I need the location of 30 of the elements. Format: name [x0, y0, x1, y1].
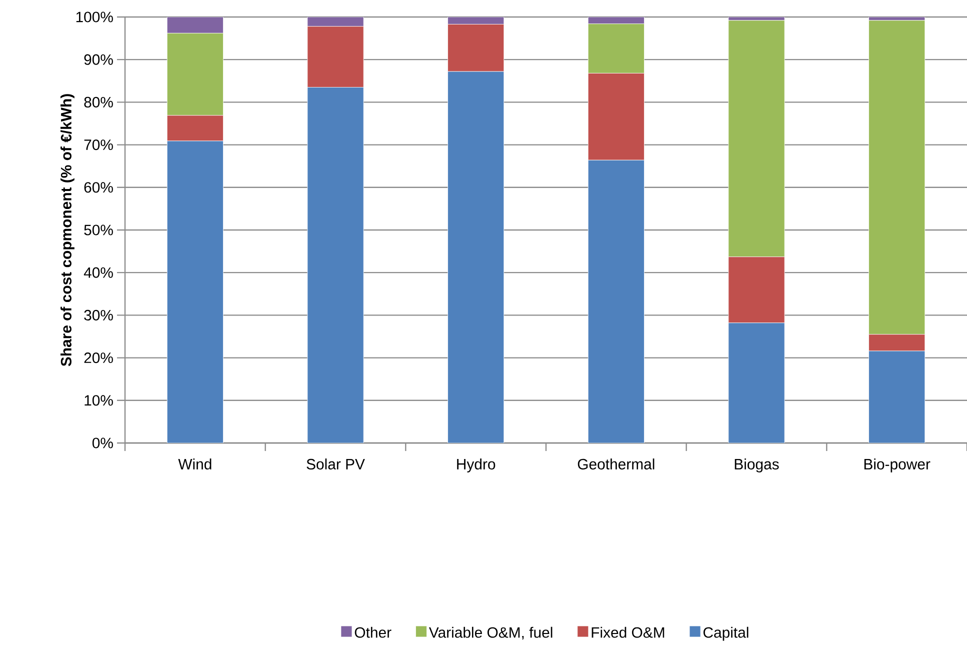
- y-tick-label: 80%: [84, 96, 113, 108]
- bar: [307, 87, 364, 443]
- x-tick-label: Bio-power: [864, 458, 930, 472]
- bar: [588, 160, 644, 443]
- y-tick-label: 0%: [92, 438, 113, 448]
- x-tick-label: Wind: [178, 458, 212, 470]
- legend-label: Other: [354, 626, 392, 638]
- y-axis-title: Share of cost copmonent (% of €/kWh): [60, 94, 74, 366]
- bar: [868, 350, 926, 443]
- y-tick-label: 100%: [76, 12, 113, 22]
- bar: [448, 71, 504, 443]
- y-tick-label: 90%: [84, 54, 113, 65]
- bar: [166, 16, 224, 34]
- y-tick-label: 20%: [84, 352, 113, 364]
- legend-label: Capital: [703, 626, 748, 641]
- legend-label: Variable O&M, fuel: [428, 626, 552, 640]
- x-tick-label: Biogas: [734, 458, 779, 472]
- x-tick-label: Solar PV: [306, 458, 365, 470]
- bar: [728, 322, 785, 443]
- y-tick-label: 30%: [84, 310, 113, 320]
- y-tick-label: 40%: [84, 267, 113, 278]
- y-tick-label: 50%: [84, 224, 113, 236]
- x-tick-label: Geothermal: [578, 458, 654, 470]
- legend-label: Fixed O&M: [592, 626, 664, 638]
- y-tick-label: 10%: [84, 395, 113, 406]
- y-tick-label: 60%: [84, 182, 113, 193]
- bar: [307, 16, 364, 27]
- y-tick-label: 70%: [84, 139, 113, 150]
- bar: [166, 140, 224, 443]
- x-tick-label: Hydro: [457, 458, 496, 472]
